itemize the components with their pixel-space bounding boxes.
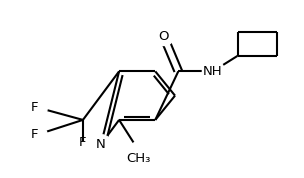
- Text: N: N: [96, 138, 106, 151]
- Text: F: F: [79, 136, 87, 149]
- Text: F: F: [31, 101, 39, 114]
- Text: CH₃: CH₃: [127, 152, 151, 165]
- Text: NH: NH: [203, 65, 223, 78]
- Text: O: O: [158, 30, 169, 43]
- Text: F: F: [31, 128, 39, 141]
